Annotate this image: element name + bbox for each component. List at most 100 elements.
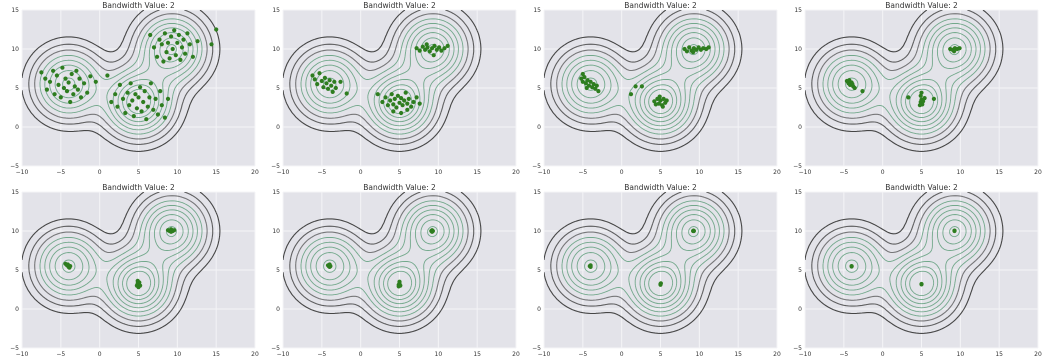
x-tick-label: 20 (773, 169, 781, 176)
contour-line (315, 214, 450, 305)
data-point (591, 82, 596, 87)
y-tick-label: 15 (794, 7, 802, 14)
contour-group (283, 192, 482, 334)
chart-title: Bandwidth Value: 2 (363, 183, 436, 192)
y-tick-label: 10 (794, 46, 802, 53)
chart-title: Bandwidth Value: 2 (102, 183, 175, 192)
x-tick-label: −10 (538, 351, 551, 358)
x-tick-label: 15 (995, 351, 1003, 358)
data-point (706, 45, 711, 50)
data-point (71, 92, 76, 97)
contour-line (576, 214, 711, 305)
x-tick-label: 5 (659, 351, 663, 358)
x-tick-label: −5 (578, 169, 587, 176)
data-point (411, 99, 416, 105)
data-point (120, 96, 126, 101)
y-tick-label: 15 (11, 7, 19, 14)
y-tick-label: 15 (533, 189, 541, 196)
contour-line (44, 22, 198, 131)
x-tick-label: −5 (317, 169, 326, 176)
data-point (51, 68, 56, 73)
data-point (131, 114, 136, 119)
data-point (77, 76, 82, 81)
contour-line (44, 204, 198, 313)
x-tick-label: 15 (473, 351, 481, 358)
data-point (391, 102, 396, 107)
data-point (151, 107, 156, 112)
x-tick-label: 0 (359, 169, 363, 176)
y-tick-label: 15 (272, 7, 280, 14)
data-point (167, 56, 172, 61)
contour-line (909, 226, 960, 297)
data-point (141, 99, 146, 105)
x-tick-label: 15 (212, 169, 220, 176)
contour-line (648, 226, 699, 297)
chart-title: Bandwidth Value: 2 (885, 183, 958, 192)
data-point (155, 54, 160, 59)
data-point (56, 82, 61, 87)
data-point (403, 90, 408, 95)
data-point (173, 53, 178, 58)
data-point (321, 85, 326, 90)
contour-line (805, 192, 1004, 334)
data-point (399, 110, 404, 116)
contour-line (811, 10, 997, 145)
chart-panel: Bandwidth Value: 2 −10 −5 0 5 10 15 20 −5 0 5 10 15 (261, 182, 522, 364)
data-point (65, 262, 70, 267)
data-point (656, 101, 661, 106)
x-tick-label: 0 (881, 169, 885, 176)
x-tick-label: −5 (839, 351, 848, 358)
data-point (658, 281, 663, 286)
data-point (580, 71, 585, 77)
data-point (178, 57, 183, 63)
x-tick-label: 15 (734, 169, 742, 176)
contour-line (300, 18, 464, 135)
contour-group (805, 10, 1004, 152)
y-tick-label: 5 (537, 267, 541, 274)
x-tick-label: −10 (16, 351, 29, 358)
x-tick-label: 5 (398, 169, 402, 176)
data-point (115, 104, 120, 109)
y-tick-label: −5 (793, 163, 802, 170)
x-tick-label: 15 (473, 169, 481, 176)
data-point (176, 32, 181, 38)
x-tick-label: 10 (435, 351, 443, 358)
x-tick-label: 15 (212, 351, 220, 358)
y-tick-label: 0 (15, 306, 19, 313)
data-point (691, 50, 696, 55)
chart-panel: Bandwidth Value: 2 −10 −5 0 5 10 15 20 −5 0 5 10 15 (783, 182, 1044, 364)
chart-title: Bandwidth Value: 2 (363, 1, 436, 10)
contour-line (34, 13, 208, 140)
y-tick-label: 15 (533, 7, 541, 14)
x-tick-label: 20 (773, 351, 781, 358)
data-point (138, 85, 143, 90)
x-tick-label: 5 (920, 351, 924, 358)
x-tick-label: −5 (56, 169, 65, 176)
data-point (405, 101, 410, 106)
data-point (164, 50, 169, 55)
data-point (661, 96, 666, 101)
contour-line (289, 192, 475, 327)
data-point (957, 46, 962, 51)
data-point (397, 100, 402, 105)
data-point (144, 117, 149, 122)
data-point (344, 91, 349, 96)
contour-line (561, 18, 725, 135)
data-point (427, 49, 432, 54)
data-point (195, 39, 200, 44)
contour-line (295, 195, 469, 322)
contour-line (827, 204, 981, 313)
data-point (319, 78, 324, 84)
contour-line (837, 214, 972, 305)
data-point (849, 264, 854, 269)
data-point (399, 96, 404, 101)
data-point (333, 85, 338, 91)
data-point (172, 228, 177, 233)
data-point (660, 104, 665, 109)
data-point (657, 94, 662, 99)
x-tick-label: 10 (435, 169, 443, 176)
data-point (310, 73, 315, 78)
